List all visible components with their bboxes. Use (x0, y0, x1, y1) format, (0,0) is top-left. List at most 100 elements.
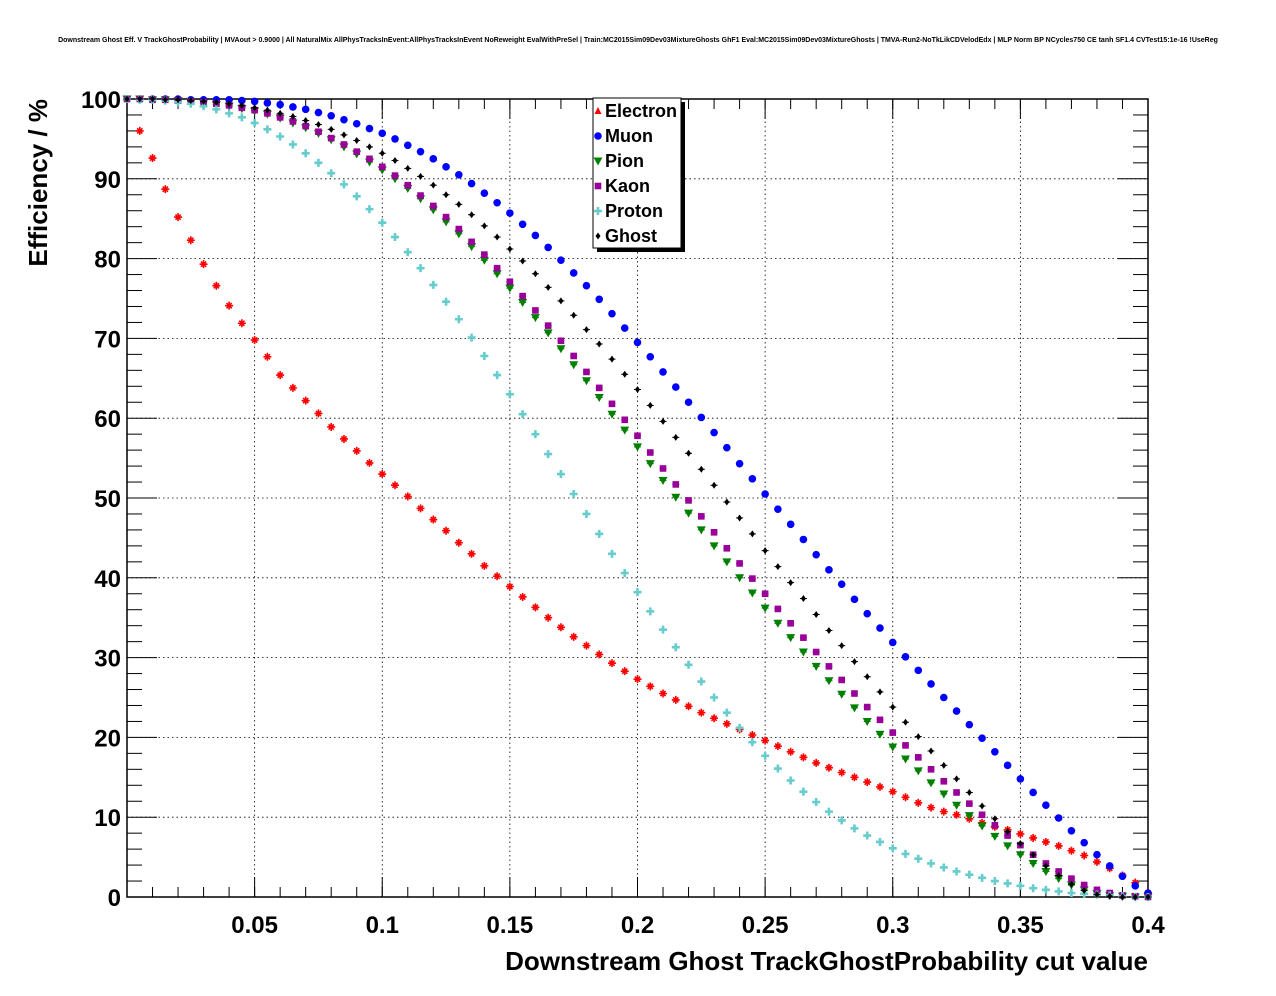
data-point-ghost (239, 101, 245, 109)
data-point-ghost (405, 164, 411, 172)
data-point-muon (710, 428, 718, 437)
data-point-proton (978, 873, 987, 882)
x-tick-label: 0.2 (621, 912, 654, 939)
data-point-pion (913, 767, 923, 776)
data-point-proton (901, 849, 910, 858)
data-point-muon (365, 124, 374, 133)
data-point-electron (276, 371, 285, 380)
data-point-kaon (646, 449, 654, 456)
data-point-kaon (698, 513, 705, 520)
data-point-pion (569, 361, 579, 370)
data-point-pion (824, 677, 834, 686)
data-point-ghost (698, 465, 704, 473)
data-point-kaon (659, 465, 667, 472)
data-point-electron (1054, 841, 1063, 850)
data-point-kaon (902, 742, 909, 749)
data-point-ghost (711, 481, 717, 489)
data-point-proton (365, 205, 374, 214)
data-point-muon (544, 243, 552, 252)
data-point-pion (479, 256, 489, 265)
data-point-ghost (813, 611, 819, 619)
data-point-muon (493, 198, 501, 207)
data-point-muon (748, 475, 757, 483)
data-point-electron (518, 592, 527, 601)
data-point-electron (505, 582, 514, 591)
data-point-kaon (570, 352, 577, 360)
data-point-proton (659, 625, 668, 634)
data-point-pion (645, 460, 655, 469)
data-point-electron (824, 763, 833, 772)
data-point-electron (684, 702, 693, 711)
data-point-ghost (826, 626, 832, 634)
data-point-ghost (839, 642, 845, 650)
data-point-ghost (507, 245, 513, 253)
data-point-ghost (1107, 892, 1113, 900)
data-point-electron (454, 538, 463, 547)
data-point-pion (735, 574, 745, 583)
data-point-proton (697, 677, 706, 686)
data-point-ghost (162, 96, 168, 104)
data-point-electron (531, 603, 540, 612)
data-point-electron (148, 154, 157, 163)
data-point-muon (506, 209, 514, 217)
legend-label-muon: Muon (605, 126, 653, 146)
data-point-muon (1131, 882, 1140, 890)
y-tick-label: 60 (94, 406, 121, 433)
data-point-proton (595, 529, 604, 538)
data-point-ghost (737, 514, 743, 522)
data-point-proton (735, 723, 744, 732)
x-tick-label: 0.15 (487, 912, 534, 939)
data-point-kaon (838, 676, 845, 684)
data-point-pion (696, 526, 706, 535)
data-point-proton (429, 280, 438, 289)
data-point-proton (850, 824, 859, 833)
data-point-proton (761, 751, 770, 760)
data-point-proton (965, 870, 974, 879)
data-point-ghost (800, 595, 806, 603)
data-point-kaon (1055, 868, 1062, 875)
data-point-proton (250, 118, 259, 127)
data-point-ghost (379, 149, 385, 157)
data-point-electron (365, 458, 374, 467)
data-point-pion (556, 345, 566, 354)
data-point-proton (722, 708, 731, 717)
y-tick-label: 90 (94, 167, 121, 194)
y-tick-label: 10 (94, 805, 121, 832)
data-point-muon (289, 103, 297, 111)
data-point-pion (607, 410, 617, 419)
data-point-proton (454, 315, 463, 324)
data-point-proton (773, 764, 782, 773)
data-point-ghost (150, 95, 156, 103)
data-point-ghost (749, 530, 755, 538)
data-point-electron (314, 409, 323, 418)
data-point-pion (786, 634, 796, 643)
data-point-muon (340, 115, 348, 124)
data-point-pion (760, 604, 770, 613)
data-point-proton (225, 109, 234, 118)
data-point-ghost (775, 563, 781, 571)
data-point-proton (569, 490, 578, 499)
data-point-kaon (825, 663, 833, 670)
data-point-muon (1067, 826, 1076, 835)
data-point-muon (403, 141, 412, 150)
data-point-pion (1028, 859, 1038, 868)
data-point-electron (186, 236, 195, 245)
legend-entry-muon: Muon (594, 126, 653, 146)
data-point-proton (467, 333, 476, 342)
data-point-muon (978, 734, 986, 742)
data-point-kaon (404, 181, 412, 189)
data-point-electron (863, 778, 872, 787)
data-point-kaon (787, 619, 794, 627)
data-point-electron (1041, 837, 1050, 846)
data-point-proton (684, 660, 693, 669)
data-point-muon (952, 707, 961, 715)
y-tick-label: 100 (81, 87, 121, 114)
data-point-ghost (264, 106, 270, 114)
data-point-kaon (800, 634, 807, 641)
data-point-ghost (392, 156, 398, 164)
data-point-pion (875, 730, 885, 739)
data-point-pion (530, 314, 540, 323)
data-point-electron (1016, 829, 1025, 838)
data-point-muon (991, 747, 999, 756)
data-point-muon (940, 693, 948, 702)
